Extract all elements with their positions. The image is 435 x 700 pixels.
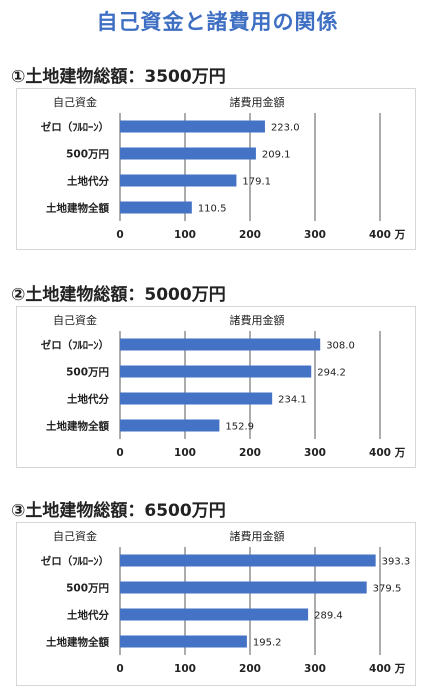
category-label: 500万円 <box>66 149 109 161</box>
x-tick-label: 100 <box>174 663 196 675</box>
x-tick-label: 100 <box>174 447 196 459</box>
x-tick-label: 100 <box>174 229 196 241</box>
value-label: 393.3 <box>382 557 411 568</box>
category-label: ゼロ（ﾌﾙﾛｰﾝ） <box>41 555 109 568</box>
value-label: 294.2 <box>317 368 346 379</box>
x-axis-label: 諸費用金額 <box>230 313 285 327</box>
category-label: ゼロ（ﾌﾙﾛｰﾝ） <box>41 339 109 352</box>
x-tick-label: 300 <box>304 229 326 241</box>
category-label: 土地建物全額 <box>46 636 109 649</box>
value-label: 289.4 <box>314 611 343 622</box>
category-label: 土地代分 <box>67 175 109 188</box>
category-label: 土地建物全額 <box>46 420 109 433</box>
chart-3-panel: 自己資金 諸費用金額 0 100 200 300 400 万 ゼロ（ﾌﾙﾛｰﾝ） 393.3 500… <box>16 522 416 686</box>
x-tick-label: 200 <box>239 229 261 241</box>
x-unit-label: 万 <box>394 229 406 241</box>
chart-2-plot: 自己資金 諸費用金額 0 100 200 300 400 万 ゼロ（ﾌﾙﾛｰﾝ） 308.0 500… <box>17 307 415 467</box>
value-label: 195.2 <box>253 638 282 649</box>
bar <box>120 393 272 405</box>
bar <box>120 202 192 214</box>
x-tick-label: 200 <box>239 663 261 675</box>
value-label: 223.0 <box>271 123 300 134</box>
bar <box>120 609 308 621</box>
bar <box>120 420 219 432</box>
bar <box>120 121 265 133</box>
bar <box>120 148 256 160</box>
x-tick-label: 400 <box>369 447 391 459</box>
y-axis-label: 自己資金 <box>53 313 97 327</box>
x-tick-label: 0 <box>116 447 123 459</box>
bar <box>120 555 376 567</box>
value-label: 308.0 <box>326 341 355 352</box>
x-tick-label: 400 <box>369 663 391 675</box>
x-tick-label: 300 <box>304 663 326 675</box>
x-axis-label: 諸費用金額 <box>230 529 285 543</box>
y-axis-label: 自己資金 <box>53 95 97 109</box>
chart-3-heading: ③土地建物総額：6500万円 <box>11 496 226 521</box>
chart-2-panel: 自己資金 諸費用金額 0 100 200 300 400 万 ゼロ（ﾌﾙﾛｰﾝ） 308.0 500… <box>16 306 416 468</box>
category-label: ゼロ（ﾌﾙﾛｰﾝ） <box>41 121 109 134</box>
x-unit-label: 万 <box>394 447 406 459</box>
chart-3-plot: 自己資金 諸費用金額 0 100 200 300 400 万 ゼロ（ﾌﾙﾛｰﾝ） 393.3 500… <box>17 523 415 685</box>
value-label: 152.9 <box>225 422 254 433</box>
x-tick-label: 200 <box>239 447 261 459</box>
bar <box>120 636 247 648</box>
category-label: 土地代分 <box>67 393 109 406</box>
value-label: 209.1 <box>262 150 291 161</box>
x-tick-label: 400 <box>369 229 391 241</box>
value-label: 379.5 <box>373 584 402 595</box>
value-label: 234.1 <box>278 395 307 406</box>
page-title: 自己資金と諸費用の関係 <box>0 6 435 36</box>
x-tick-label: 300 <box>304 447 326 459</box>
bar <box>120 339 320 351</box>
x-tick-label: 0 <box>116 663 123 675</box>
value-label: 179.1 <box>242 177 271 188</box>
chart-1-heading: ①土地建物総額：3500万円 <box>11 62 226 87</box>
y-axis-label: 自己資金 <box>53 529 97 543</box>
category-label: 500万円 <box>66 583 109 595</box>
x-axis-label: 諸費用金額 <box>230 95 285 109</box>
category-label: 土地代分 <box>67 609 109 622</box>
bar <box>120 175 236 187</box>
chart-1-panel: 自己資金 諸費用金額 0 100 200 300 400 万 ゼロ（ﾌﾙﾛｰﾝ） 223.0 500… <box>16 88 416 250</box>
chart-1-plot: 自己資金 諸費用金額 0 100 200 300 400 万 ゼロ（ﾌﾙﾛｰﾝ） 223.0 500… <box>17 89 415 249</box>
bar <box>120 366 311 378</box>
chart-2-heading: ②土地建物総額：5000万円 <box>11 280 226 305</box>
x-tick-label: 0 <box>116 229 123 241</box>
bar <box>120 582 367 594</box>
category-label: 土地建物全額 <box>46 202 109 215</box>
category-label: 500万円 <box>66 367 109 379</box>
value-label: 110.5 <box>198 204 227 215</box>
x-unit-label: 万 <box>394 663 406 675</box>
